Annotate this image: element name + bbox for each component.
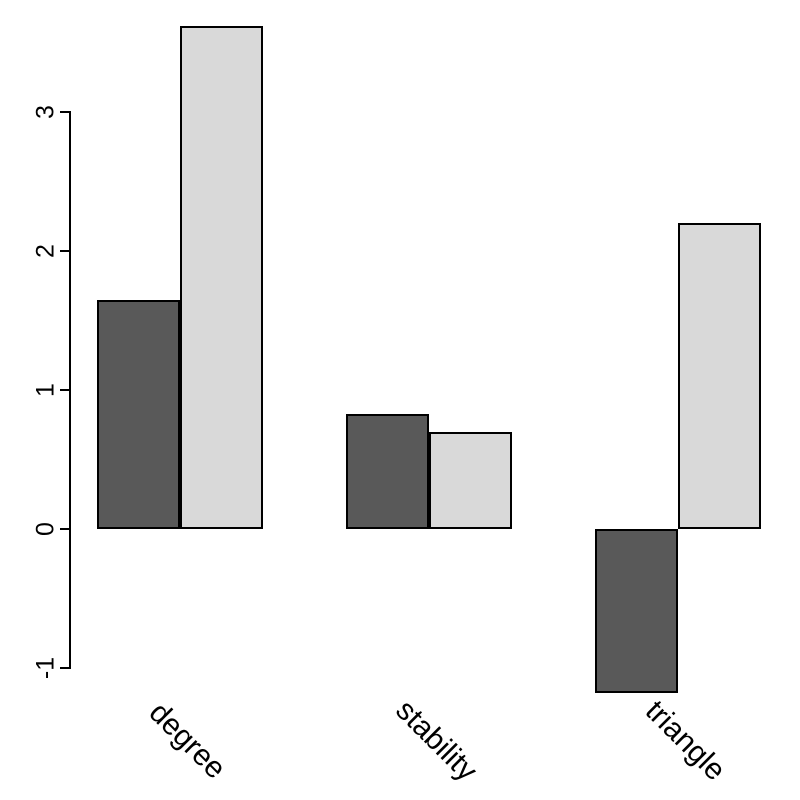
- y-axis-tick-label: 0: [31, 522, 60, 536]
- y-axis-tick-label: 2: [31, 244, 60, 258]
- bar-triangle-light-gray-series: [677, 223, 761, 529]
- y-axis-tick: [60, 667, 69, 669]
- y-axis-tick: [60, 389, 69, 391]
- bar-stability-dark-gray-series: [346, 413, 429, 529]
- y-axis-tick: [60, 111, 69, 113]
- y-axis-tick: [60, 528, 69, 530]
- y-axis-tick-label: -1: [31, 656, 60, 680]
- bar-degree-dark-gray-series: [96, 299, 180, 529]
- bar-degree-light-gray-series: [179, 25, 263, 529]
- x-axis-category-label-stability: stability: [389, 693, 484, 788]
- y-axis-tick: [60, 250, 69, 252]
- bar-stability-light-gray-series: [429, 431, 512, 529]
- y-axis-tick-label: 3: [31, 105, 60, 119]
- y-axis-tick-label: 1: [31, 383, 60, 397]
- bar-triangle-dark-gray-series: [594, 529, 678, 694]
- x-axis-category-label-degree: degree: [142, 695, 232, 786]
- x-axis-category-label-triangle: triangle: [638, 694, 732, 788]
- y-axis-line: [69, 111, 71, 669]
